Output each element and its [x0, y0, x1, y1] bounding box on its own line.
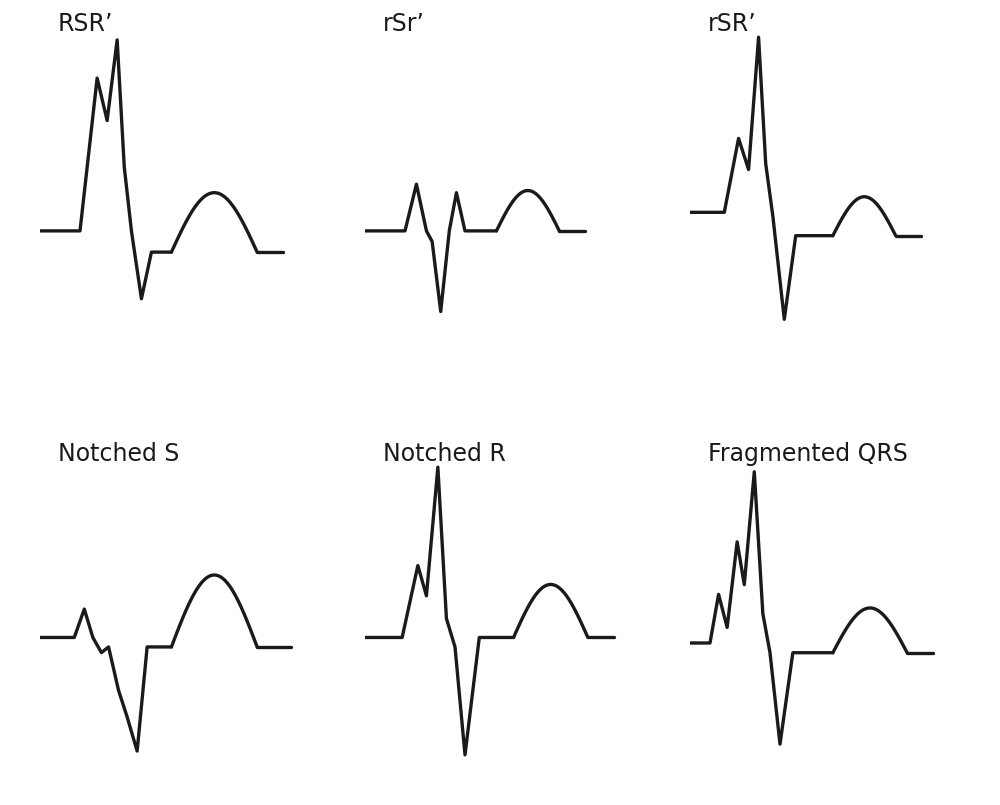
Text: Notched R: Notched R [383, 442, 506, 466]
Text: rSR’: rSR’ [708, 11, 757, 35]
Text: RSR’: RSR’ [58, 11, 114, 35]
Text: rSr’: rSr’ [383, 11, 425, 35]
Text: Notched S: Notched S [58, 442, 179, 466]
Text: Fragmented QRS: Fragmented QRS [708, 442, 908, 466]
